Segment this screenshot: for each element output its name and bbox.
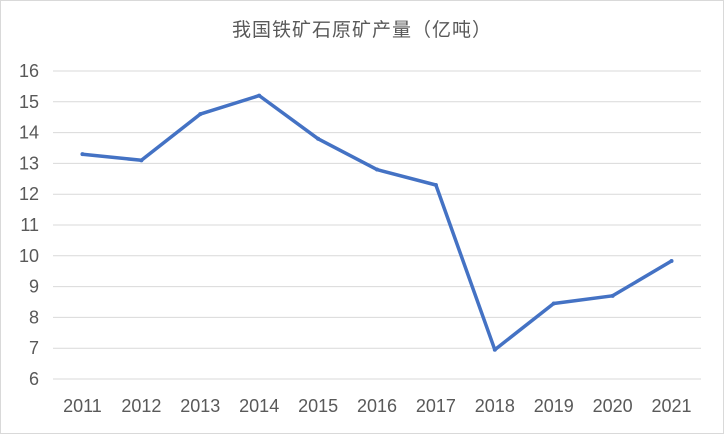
x-tick-label: 2019 [534,396,574,416]
x-tick-label: 2016 [357,396,397,416]
y-axis-tick-labels: 6 7 8 9 10 11 12 13 14 15 16 [19,61,39,389]
y-tick-label: 10 [19,246,39,266]
y-tick-label: 11 [20,215,39,235]
data-point-2021 [669,259,674,264]
chart-title: 我国铁矿石原矿产量（亿吨） [231,19,492,41]
grid-lines [53,70,701,380]
y-tick-label: 14 [19,123,39,143]
y-tick-label: 6 [29,369,39,389]
y-tick-label: 8 [29,307,39,327]
x-tick-label: 2014 [239,396,279,416]
data-point-2020 [610,293,615,298]
data-point-2013 [198,112,203,117]
series-line [80,93,674,352]
data-point-2017 [433,182,438,187]
x-tick-label: 2011 [63,396,102,416]
data-point-2011 [80,152,85,157]
x-tick-label: 2012 [121,396,161,416]
x-tick-label: 2018 [475,396,515,416]
data-point-2012 [139,158,144,163]
y-tick-label: 9 [29,277,39,297]
x-tick-label: 2021 [652,396,692,416]
y-tick-label: 12 [19,184,39,204]
series-layer [80,93,674,352]
data-point-2014 [257,93,262,98]
y-tick-label: 16 [19,61,39,81]
x-tick-label: 2020 [593,396,633,416]
data-point-2018 [492,347,497,352]
x-tick-label: 2017 [416,396,456,416]
y-tick-label: 15 [19,92,39,112]
data-point-2015 [316,136,321,141]
data-point-2016 [375,167,379,172]
y-tick-label: 7 [29,338,39,358]
y-tick-label: 13 [19,153,39,173]
x-axis-tick-labels: 2011 2012 2013 2014 2015 2016 2017 2018 2019 2020… [63,396,691,416]
data-point-2019 [551,301,556,306]
x-tick-label: 2013 [180,396,220,416]
x-tick-label: 2015 [298,396,338,416]
